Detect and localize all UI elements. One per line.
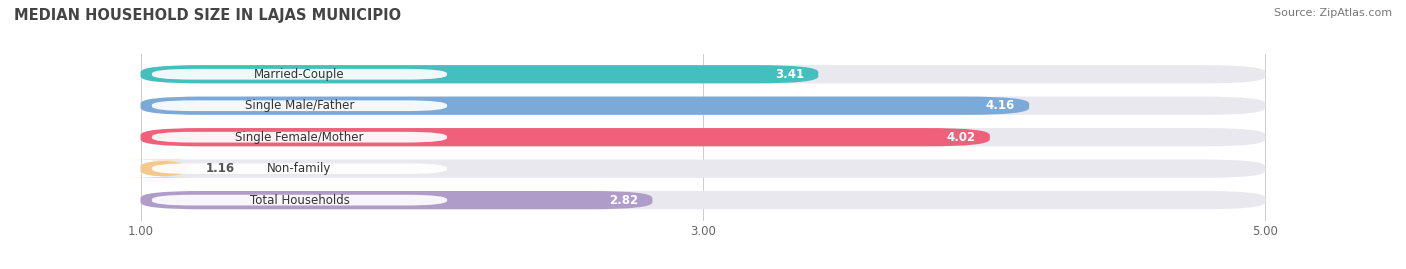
FancyBboxPatch shape <box>141 128 990 146</box>
Text: 4.16: 4.16 <box>986 99 1015 112</box>
Text: Single Female/Mother: Single Female/Mother <box>235 131 364 144</box>
FancyBboxPatch shape <box>141 97 1029 115</box>
FancyBboxPatch shape <box>152 132 447 143</box>
FancyBboxPatch shape <box>141 191 652 209</box>
Text: 2.82: 2.82 <box>609 194 638 207</box>
Text: 3.41: 3.41 <box>775 68 804 81</box>
Text: Total Households: Total Households <box>249 194 350 207</box>
FancyBboxPatch shape <box>152 100 447 111</box>
Text: 4.02: 4.02 <box>946 131 976 144</box>
FancyBboxPatch shape <box>152 163 447 174</box>
Text: Married-Couple: Married-Couple <box>254 68 344 81</box>
FancyBboxPatch shape <box>141 128 1265 146</box>
FancyBboxPatch shape <box>141 65 1265 83</box>
FancyBboxPatch shape <box>124 160 202 178</box>
FancyBboxPatch shape <box>152 195 447 206</box>
Text: Source: ZipAtlas.com: Source: ZipAtlas.com <box>1274 8 1392 18</box>
Text: Single Male/Father: Single Male/Father <box>245 99 354 112</box>
FancyBboxPatch shape <box>141 65 818 83</box>
Text: MEDIAN HOUSEHOLD SIZE IN LAJAS MUNICIPIO: MEDIAN HOUSEHOLD SIZE IN LAJAS MUNICIPIO <box>14 8 401 23</box>
FancyBboxPatch shape <box>141 160 1265 178</box>
FancyBboxPatch shape <box>141 191 1265 209</box>
Text: 1.16: 1.16 <box>205 162 235 175</box>
FancyBboxPatch shape <box>141 97 1265 115</box>
Text: Non-family: Non-family <box>267 162 332 175</box>
FancyBboxPatch shape <box>152 69 447 80</box>
